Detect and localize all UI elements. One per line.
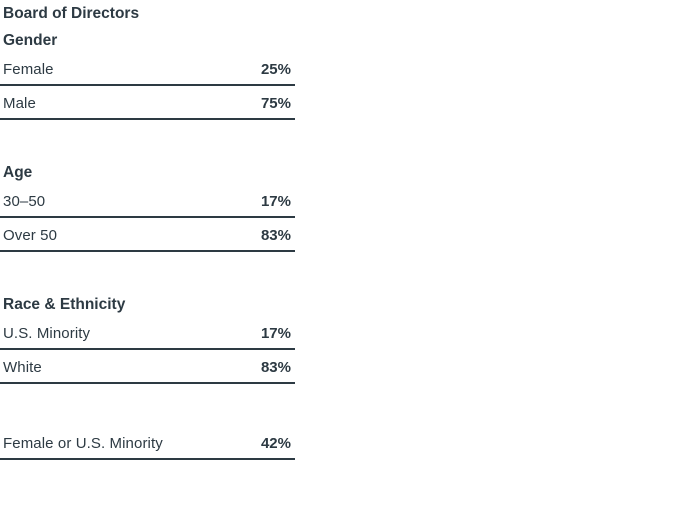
- row-label: White: [3, 359, 42, 376]
- section-label-race-ethnicity: Race & Ethnicity: [3, 296, 126, 313]
- row-value: 42%: [260, 435, 291, 452]
- row-label: Female or U.S. Minority: [3, 435, 163, 452]
- table-row-male: Male 75%: [0, 86, 295, 120]
- row-label: Male: [3, 95, 36, 112]
- section-label-age: Age: [3, 164, 33, 181]
- section-age: Age 30–50 17% Over 50 83%: [0, 162, 295, 252]
- board-of-directors-table: Board of Directors Gender Female 25% Mal…: [0, 0, 295, 460]
- row-value: 83%: [260, 227, 291, 244]
- table-row-over-50: Over 50 83%: [0, 218, 295, 252]
- row-value: 83%: [260, 359, 291, 376]
- section-race-ethnicity: Race & Ethnicity U.S. Minority 17% White…: [0, 294, 295, 384]
- row-label: 30–50: [3, 193, 46, 210]
- row-label: Over 50: [3, 227, 58, 244]
- table-row-female-or-us-minority: Female or U.S. Minority 42%: [0, 426, 295, 460]
- section-gender: Gender Female 25% Male 75%: [0, 30, 295, 120]
- table-row-white: White 83%: [0, 350, 295, 384]
- row-value: 17%: [260, 193, 291, 210]
- row-label: Female: [3, 61, 54, 78]
- section-label-gender: Gender: [3, 32, 58, 49]
- section-summary: Female or U.S. Minority 42%: [0, 426, 295, 460]
- table-title: Board of Directors: [3, 5, 140, 22]
- table-row-us-minority: U.S. Minority 17%: [0, 316, 295, 350]
- row-value: 75%: [260, 95, 291, 112]
- row-value: 17%: [260, 325, 291, 342]
- row-label: U.S. Minority: [3, 325, 91, 342]
- row-value: 25%: [260, 61, 291, 78]
- table-row-30-50: 30–50 17%: [0, 184, 295, 218]
- table-row-female: Female 25%: [0, 52, 295, 86]
